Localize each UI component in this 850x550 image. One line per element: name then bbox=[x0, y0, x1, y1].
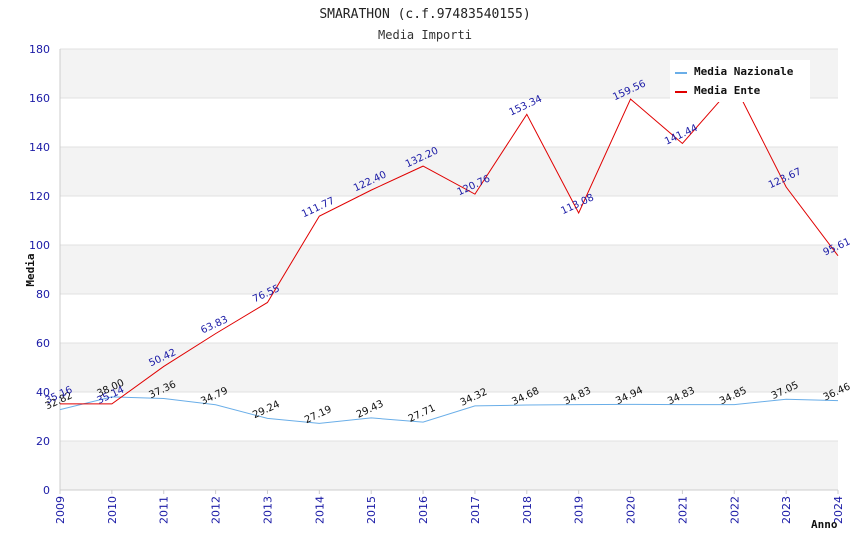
x-tick-2010: 2010 bbox=[106, 496, 119, 524]
gridlines bbox=[60, 48, 838, 491]
band-40 bbox=[60, 343, 838, 392]
x-tick-2019: 2019 bbox=[573, 496, 586, 524]
x-tick-2024: 2024 bbox=[832, 496, 845, 524]
data-label-nazionale-2015: 29.43 bbox=[355, 399, 386, 421]
x-tick-2017: 2017 bbox=[469, 496, 482, 524]
y-tick-20: 20 bbox=[36, 435, 50, 448]
y-tick-80: 80 bbox=[36, 288, 50, 301]
x-tick-2018: 2018 bbox=[521, 496, 534, 524]
y-tick-160: 160 bbox=[29, 92, 50, 105]
y-tick-0: 0 bbox=[43, 484, 50, 497]
y-tick-40: 40 bbox=[36, 386, 50, 399]
band-80 bbox=[60, 245, 838, 294]
x-tick-2016: 2016 bbox=[417, 496, 430, 524]
band-0 bbox=[60, 441, 838, 490]
x-tick-2022: 2022 bbox=[728, 496, 741, 524]
data-label-ente-2012: 63.83 bbox=[199, 314, 230, 336]
band-120 bbox=[60, 147, 838, 196]
legend: Media Nazionale Media Ente bbox=[670, 60, 810, 102]
x-tick-2021: 2021 bbox=[676, 496, 689, 524]
chart-subtitle: Media Importi bbox=[378, 28, 472, 42]
y-axis-label: Media bbox=[24, 253, 37, 286]
x-tick-2020: 2020 bbox=[625, 496, 638, 524]
x-tick-2015: 2015 bbox=[365, 496, 378, 524]
legend-box bbox=[670, 60, 810, 102]
tick-labels: 0 20 40 60 80 100 120 140 160 180 2009 2010 2011 2012… bbox=[29, 43, 845, 524]
y-tick-120: 120 bbox=[29, 190, 50, 203]
x-tick-2011: 2011 bbox=[158, 496, 171, 524]
x-tick-2014: 2014 bbox=[313, 496, 326, 524]
legend-label-media-nazionale: Media Nazionale bbox=[694, 65, 794, 78]
legend-label-media-ente: Media Ente bbox=[694, 84, 761, 97]
chart-title: SMARATHON (c.f.97483540155) bbox=[319, 7, 530, 22]
series-lines bbox=[59, 83, 839, 424]
y-tick-100: 100 bbox=[29, 239, 50, 252]
background-bands bbox=[60, 49, 838, 490]
y-tick-180: 180 bbox=[29, 43, 50, 56]
series-line-media-nazionale bbox=[59, 396, 839, 424]
x-tick-2013: 2013 bbox=[261, 496, 274, 524]
data-label-ente-2021: 141.44 bbox=[663, 123, 699, 148]
x-tick-2009: 2009 bbox=[54, 496, 67, 524]
data-label-ente-2014: 111.77 bbox=[300, 196, 336, 221]
x-tick-2012: 2012 bbox=[210, 496, 223, 524]
y-tick-140: 140 bbox=[29, 141, 50, 154]
x-axis-label: Anno bbox=[811, 518, 838, 531]
x-tick-2023: 2023 bbox=[780, 496, 793, 524]
series-line-media-ente bbox=[59, 83, 839, 405]
y-tick-60: 60 bbox=[36, 337, 50, 350]
axes bbox=[59, 49, 839, 494]
